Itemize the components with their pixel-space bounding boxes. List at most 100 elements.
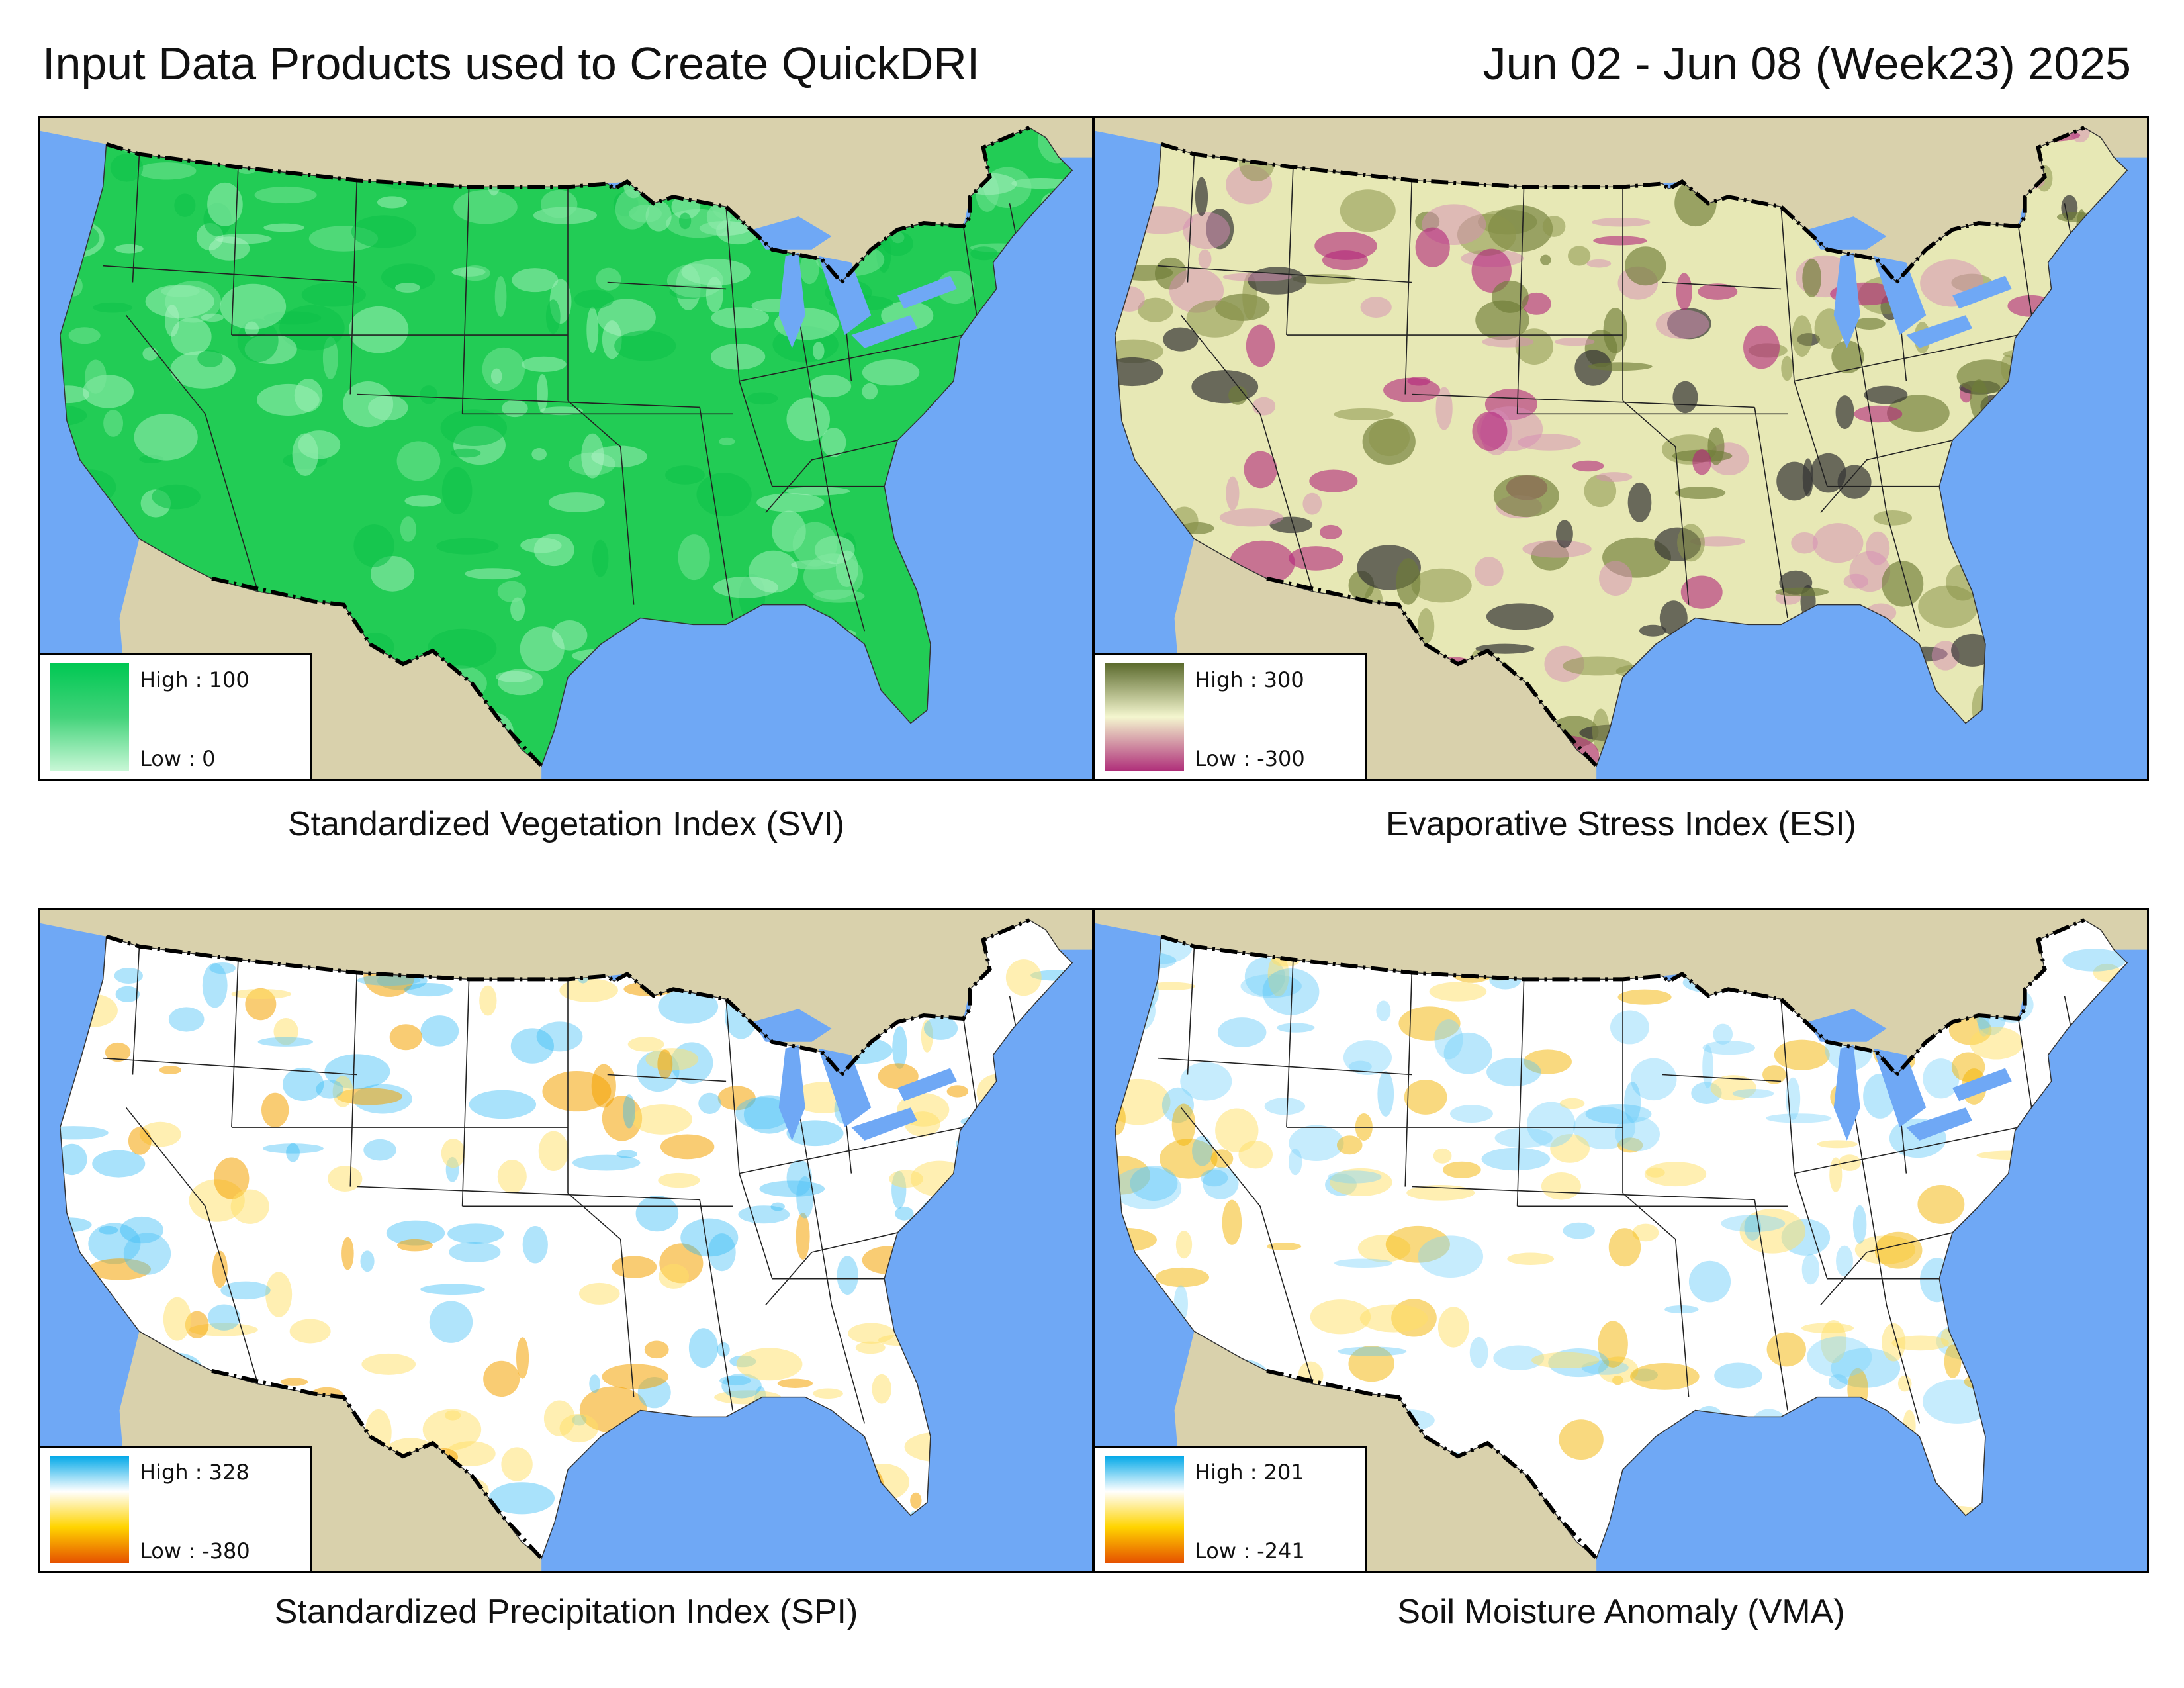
data-patch <box>1417 608 1435 644</box>
data-patch <box>785 487 850 496</box>
data-patch <box>516 1337 529 1379</box>
data-patch <box>134 414 198 461</box>
data-patch <box>1831 1348 1901 1388</box>
data-patch <box>1852 1205 1867 1244</box>
data-patch <box>1828 735 1879 767</box>
data-patch <box>1584 475 1617 508</box>
data-patch <box>1854 405 1903 423</box>
data-patch <box>1964 1373 2007 1391</box>
state-boundary <box>1662 281 1782 290</box>
spi-legend-ramp <box>50 1456 129 1563</box>
data-patch <box>592 539 609 577</box>
data-patch <box>1775 587 1829 597</box>
data-patch <box>1632 1223 1659 1242</box>
data-patch <box>1967 414 2002 440</box>
data-patch <box>1180 1062 1232 1101</box>
state-boundary <box>1404 972 1412 1187</box>
data-patch <box>584 1516 616 1554</box>
data-patch <box>1515 328 1553 365</box>
data-patch <box>105 1042 131 1062</box>
data-patch <box>93 302 133 313</box>
canada-landmass <box>1095 118 2147 283</box>
data-patch <box>1115 1102 1126 1135</box>
data-patch <box>1404 1079 1447 1115</box>
data-patch <box>612 1256 657 1278</box>
data-patch <box>1472 412 1508 451</box>
data-patch <box>1829 1157 1843 1192</box>
data-patch <box>786 1160 812 1196</box>
data-patch <box>1864 385 1908 404</box>
data-patch <box>1526 1102 1576 1147</box>
data-patch <box>60 1308 90 1346</box>
state-boundary <box>1516 979 1525 1207</box>
data-patch <box>2022 1304 2062 1336</box>
data-patch <box>1820 1320 1847 1364</box>
data-patch <box>60 1126 109 1140</box>
data-patch <box>1805 655 1831 684</box>
data-patch <box>1006 236 1042 265</box>
data-patch <box>68 327 101 344</box>
esi-map-panel: High : 300 Low : -300 <box>1093 116 2149 781</box>
data-patch <box>214 1157 250 1199</box>
data-patch <box>1647 656 1696 675</box>
data-patch <box>610 1434 680 1451</box>
state-boundary <box>461 979 470 1207</box>
data-patch <box>872 1374 891 1404</box>
data-patch <box>1688 1260 1731 1303</box>
data-patch <box>1360 297 1392 318</box>
data-patch <box>1217 1017 1267 1047</box>
data-patch <box>69 618 82 645</box>
data-patch <box>1475 557 1504 586</box>
data-patch <box>230 1189 269 1224</box>
state-boundary <box>739 334 964 382</box>
data-patch <box>110 154 144 182</box>
data-patch <box>1630 1362 1700 1390</box>
data-patch <box>1739 1209 1806 1254</box>
data-patch <box>1629 732 1678 748</box>
data-patch <box>1765 1113 1832 1123</box>
data-patch <box>806 733 870 751</box>
canada-border <box>1160 918 2085 1078</box>
data-patch <box>483 1360 520 1397</box>
data-patch <box>1195 177 1208 216</box>
data-patch <box>1201 1169 1228 1187</box>
svi-legend: High : 100 Low : 0 <box>40 653 312 779</box>
data-patch <box>1289 1125 1344 1162</box>
data-patch <box>854 708 878 729</box>
data-patch <box>572 1154 641 1171</box>
data-patch <box>829 1505 894 1534</box>
data-patch <box>1976 735 2026 753</box>
data-patch <box>1642 1511 1659 1521</box>
data-patch <box>201 313 224 322</box>
data-patch <box>2095 1070 2128 1094</box>
data-patch <box>1442 1161 1481 1178</box>
data-patch <box>698 1092 721 1114</box>
canada-border <box>105 918 1030 1078</box>
data-patch <box>821 428 846 457</box>
data-patch <box>1002 1499 1056 1531</box>
data-patch <box>1817 1140 1858 1149</box>
data-patch <box>1314 231 1377 260</box>
data-patch <box>910 1492 922 1509</box>
data-patch <box>273 1018 298 1045</box>
data-patch <box>353 524 394 567</box>
data-patch <box>152 484 201 510</box>
data-patch <box>747 392 778 405</box>
data-patch <box>1418 1235 1484 1278</box>
data-patch <box>1811 1450 1831 1463</box>
data-patch <box>1781 355 1794 381</box>
spi-legend-low: Low : -380 <box>140 1538 250 1564</box>
data-patch <box>1115 264 1173 281</box>
data-patch <box>1492 280 1529 313</box>
data-patch <box>1343 1040 1392 1076</box>
data-patch <box>591 697 646 744</box>
data-patch <box>1659 1432 1690 1465</box>
data-patch <box>2064 1477 2082 1496</box>
data-patch <box>1292 273 1356 285</box>
data-patch <box>559 1413 599 1443</box>
data-patch <box>512 268 559 293</box>
data-patch <box>973 1418 1013 1454</box>
state-boundary <box>1158 265 1412 283</box>
data-patch <box>351 215 417 248</box>
data-patch <box>1573 1106 1636 1150</box>
